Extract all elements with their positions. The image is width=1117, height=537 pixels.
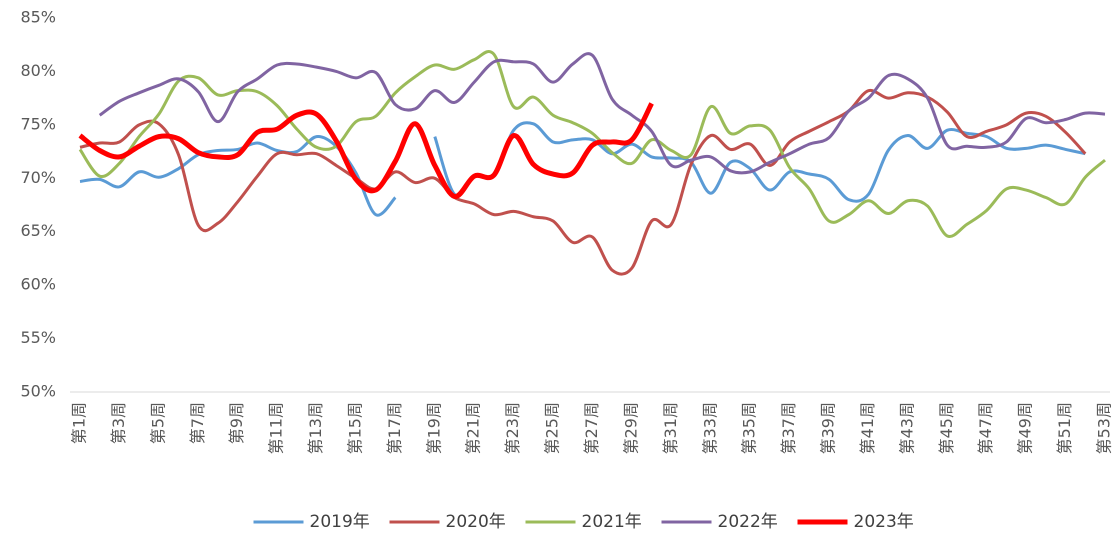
legend: 2019年 2020年 2021年 2022年 2023年 (253, 512, 914, 532)
x-tick-label: 第41周 (858, 402, 877, 454)
x-tick-label: 第37周 (779, 402, 798, 454)
x-tick-label: 第35周 (740, 402, 759, 454)
y-tick-label: 80% (20, 61, 56, 80)
x-tick-label: 第11周 (267, 402, 286, 454)
x-tick-label: 第13周 (306, 402, 325, 454)
y-tick-label: 50% (20, 382, 56, 401)
series-line (98, 52, 1106, 175)
y-tick-label: 85% (20, 8, 56, 27)
x-tick-label: 第3周 (109, 402, 128, 444)
x-tick-label: 第29周 (621, 402, 640, 454)
y-tick-label: 65% (20, 221, 56, 240)
x-tick-label: 第17周 (385, 402, 404, 454)
x-tick-label: 第33周 (700, 402, 719, 454)
legend-label: 2021年 (582, 512, 642, 532)
x-tick-label: 第23周 (503, 402, 522, 454)
y-tick-label: 70% (20, 168, 56, 187)
x-tick-label: 第49周 (1016, 402, 1035, 454)
x-tick-label: 第43周 (897, 402, 916, 454)
legend-label: 2019年 (310, 512, 370, 532)
legend-label: 2020年 (446, 512, 506, 532)
x-tick-label: 第47周 (976, 402, 995, 454)
x-tick-label: 第1周 (70, 402, 89, 444)
series-line (79, 88, 1087, 276)
legend-label: 2022年 (718, 512, 778, 532)
x-tick-label: 第7周 (188, 402, 207, 444)
x-tick-label: 第21周 (464, 402, 483, 454)
series-line (79, 121, 1086, 217)
x-tick-label: 第51周 (1055, 402, 1074, 454)
x-tick-label: 第5周 (148, 402, 167, 444)
x-tick-label: 第31周 (661, 402, 680, 454)
x-tick-label: 第53周 (1095, 402, 1114, 454)
x-tick-label: 第45周 (937, 402, 956, 454)
x-tick-label: 第9周 (227, 402, 246, 444)
series-line (78, 102, 654, 199)
y-tick-label: 75% (20, 114, 56, 133)
x-tick-label: 第27周 (582, 402, 601, 454)
legend-label: 2023年 (854, 512, 914, 532)
series-line (78, 50, 1106, 238)
x-tick-label: 第15周 (345, 402, 364, 454)
x-tick-label: 第39周 (819, 402, 838, 454)
x-tick-label: 第19周 (424, 402, 443, 454)
x-tick-label: 第25周 (543, 402, 562, 454)
y-tick-label: 60% (20, 275, 56, 294)
y-tick-label: 55% (20, 328, 56, 347)
